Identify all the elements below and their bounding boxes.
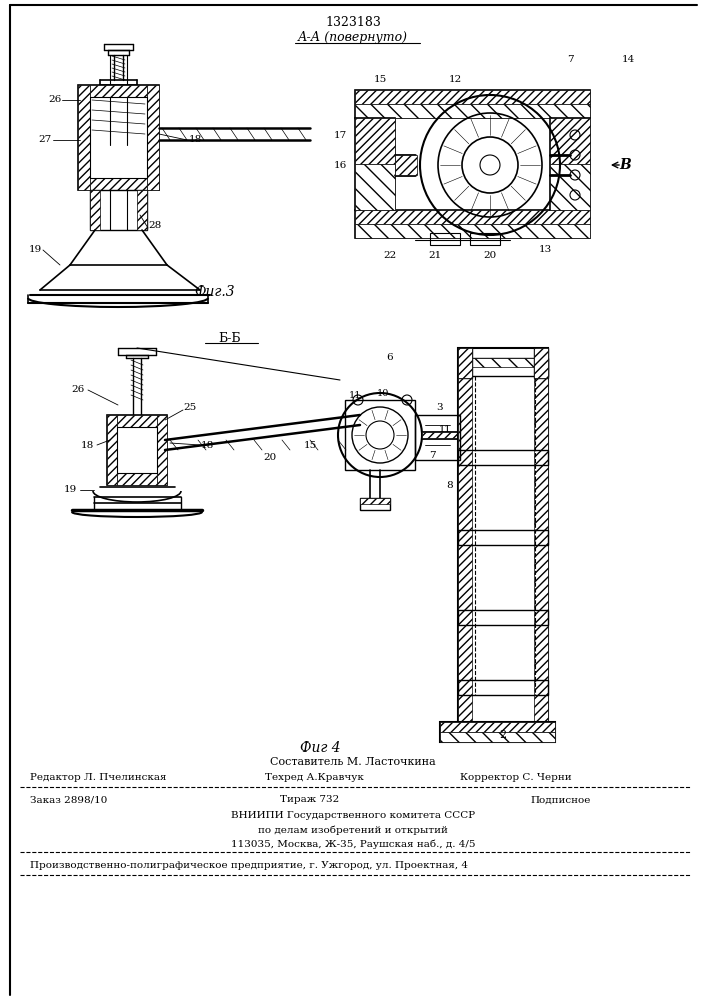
Text: 16: 16 xyxy=(334,160,346,169)
Text: ВНИИПИ Государственного комитета СССР: ВНИИПИ Государственного комитета СССР xyxy=(231,812,475,820)
Bar xyxy=(345,400,415,470)
Text: Б-Б: Б-Б xyxy=(218,332,241,344)
Bar xyxy=(458,348,472,378)
Bar xyxy=(440,722,555,742)
Bar xyxy=(440,722,555,732)
Bar xyxy=(458,348,472,728)
Text: 7: 7 xyxy=(567,55,573,64)
Text: 15: 15 xyxy=(373,76,387,85)
Text: 20: 20 xyxy=(264,454,276,462)
Text: Техред А.Кравчук: Техред А.Кравчук xyxy=(265,774,364,782)
Text: 19: 19 xyxy=(64,486,76,494)
Text: 11: 11 xyxy=(349,390,361,399)
Text: Фиг 4: Фиг 4 xyxy=(300,741,340,755)
Bar xyxy=(550,118,590,164)
Bar xyxy=(534,348,548,728)
Text: Корректор С. Черни: Корректор С. Черни xyxy=(460,774,572,782)
Text: B: B xyxy=(619,158,631,172)
Text: 3: 3 xyxy=(437,403,443,412)
Bar xyxy=(355,118,395,210)
Bar xyxy=(355,104,590,118)
Text: Подписное: Подписное xyxy=(530,796,590,804)
Bar xyxy=(117,427,157,473)
Bar xyxy=(90,190,100,230)
Bar xyxy=(355,164,395,210)
Text: 8: 8 xyxy=(447,481,453,489)
Bar xyxy=(355,90,590,104)
Bar xyxy=(458,530,548,545)
Bar xyxy=(355,210,590,238)
Bar xyxy=(157,415,167,485)
Text: 17: 17 xyxy=(334,130,346,139)
Text: Фиг.3: Фиг.3 xyxy=(194,285,235,299)
Bar xyxy=(107,415,117,485)
Bar xyxy=(360,498,390,510)
Bar xyxy=(117,415,157,427)
Text: 25: 25 xyxy=(183,403,197,412)
Bar xyxy=(550,118,590,210)
Text: Производственно-полиграфическое предприятие, г. Ужгород, ул. Проектная, 4: Производственно-полиграфическое предприя… xyxy=(30,861,468,870)
Text: 113035, Москва, Ж-35, Раушская наб., д. 4/5: 113035, Москва, Ж-35, Раушская наб., д. … xyxy=(230,839,475,849)
Text: Составитель М. Ласточкина: Составитель М. Ласточкина xyxy=(270,757,436,767)
Bar xyxy=(458,348,472,378)
Bar xyxy=(534,348,548,378)
Text: по делам изобретений и открытий: по делам изобретений и открытий xyxy=(258,825,448,835)
Bar xyxy=(430,233,460,245)
Text: 11: 11 xyxy=(439,426,451,434)
Bar xyxy=(355,210,590,224)
Bar xyxy=(458,680,548,695)
Text: 26: 26 xyxy=(71,385,85,394)
Bar xyxy=(458,358,548,367)
Text: А-А (повернуто): А-А (повернуто) xyxy=(298,31,408,44)
Bar xyxy=(90,178,147,190)
Bar xyxy=(395,155,417,175)
Text: 13: 13 xyxy=(538,245,551,254)
Bar xyxy=(440,732,555,742)
Text: 7: 7 xyxy=(428,450,436,460)
Text: 19: 19 xyxy=(28,245,42,254)
Text: 6: 6 xyxy=(387,353,393,361)
Bar xyxy=(78,85,90,190)
Text: 12: 12 xyxy=(448,76,462,85)
Text: Редактор Л. Пчелинская: Редактор Л. Пчелинская xyxy=(30,774,167,782)
Bar xyxy=(355,224,590,238)
Text: 1323183: 1323183 xyxy=(325,15,381,28)
Bar xyxy=(534,348,548,378)
Text: 2: 2 xyxy=(499,730,506,740)
Bar xyxy=(458,450,548,465)
Bar xyxy=(360,498,390,504)
Text: 26: 26 xyxy=(48,96,62,104)
Bar xyxy=(90,190,147,230)
Text: Тираж 732: Тираж 732 xyxy=(281,796,339,804)
Text: 20: 20 xyxy=(484,250,496,259)
Bar xyxy=(458,358,548,376)
Bar xyxy=(550,164,590,210)
Text: 21: 21 xyxy=(428,250,442,259)
Bar xyxy=(107,415,167,485)
Bar xyxy=(422,432,460,438)
Text: 18: 18 xyxy=(188,135,201,144)
Bar xyxy=(355,118,395,164)
Bar xyxy=(90,85,147,97)
Text: 15: 15 xyxy=(303,440,317,450)
Bar xyxy=(137,190,147,230)
Bar xyxy=(147,85,159,190)
Bar xyxy=(415,415,460,460)
Text: 18: 18 xyxy=(81,440,93,450)
Bar xyxy=(458,610,548,625)
Text: 14: 14 xyxy=(621,55,635,64)
Bar xyxy=(78,85,159,190)
Bar xyxy=(355,90,590,118)
Bar xyxy=(117,473,157,485)
Text: 18: 18 xyxy=(200,440,214,450)
Bar xyxy=(470,233,500,245)
Text: 10: 10 xyxy=(377,388,389,397)
Bar xyxy=(458,348,548,728)
Bar xyxy=(90,97,147,178)
Text: 28: 28 xyxy=(148,221,162,230)
Text: 22: 22 xyxy=(383,250,397,259)
Text: 27: 27 xyxy=(38,135,52,144)
Text: Заказ 2898/10: Заказ 2898/10 xyxy=(30,796,107,804)
